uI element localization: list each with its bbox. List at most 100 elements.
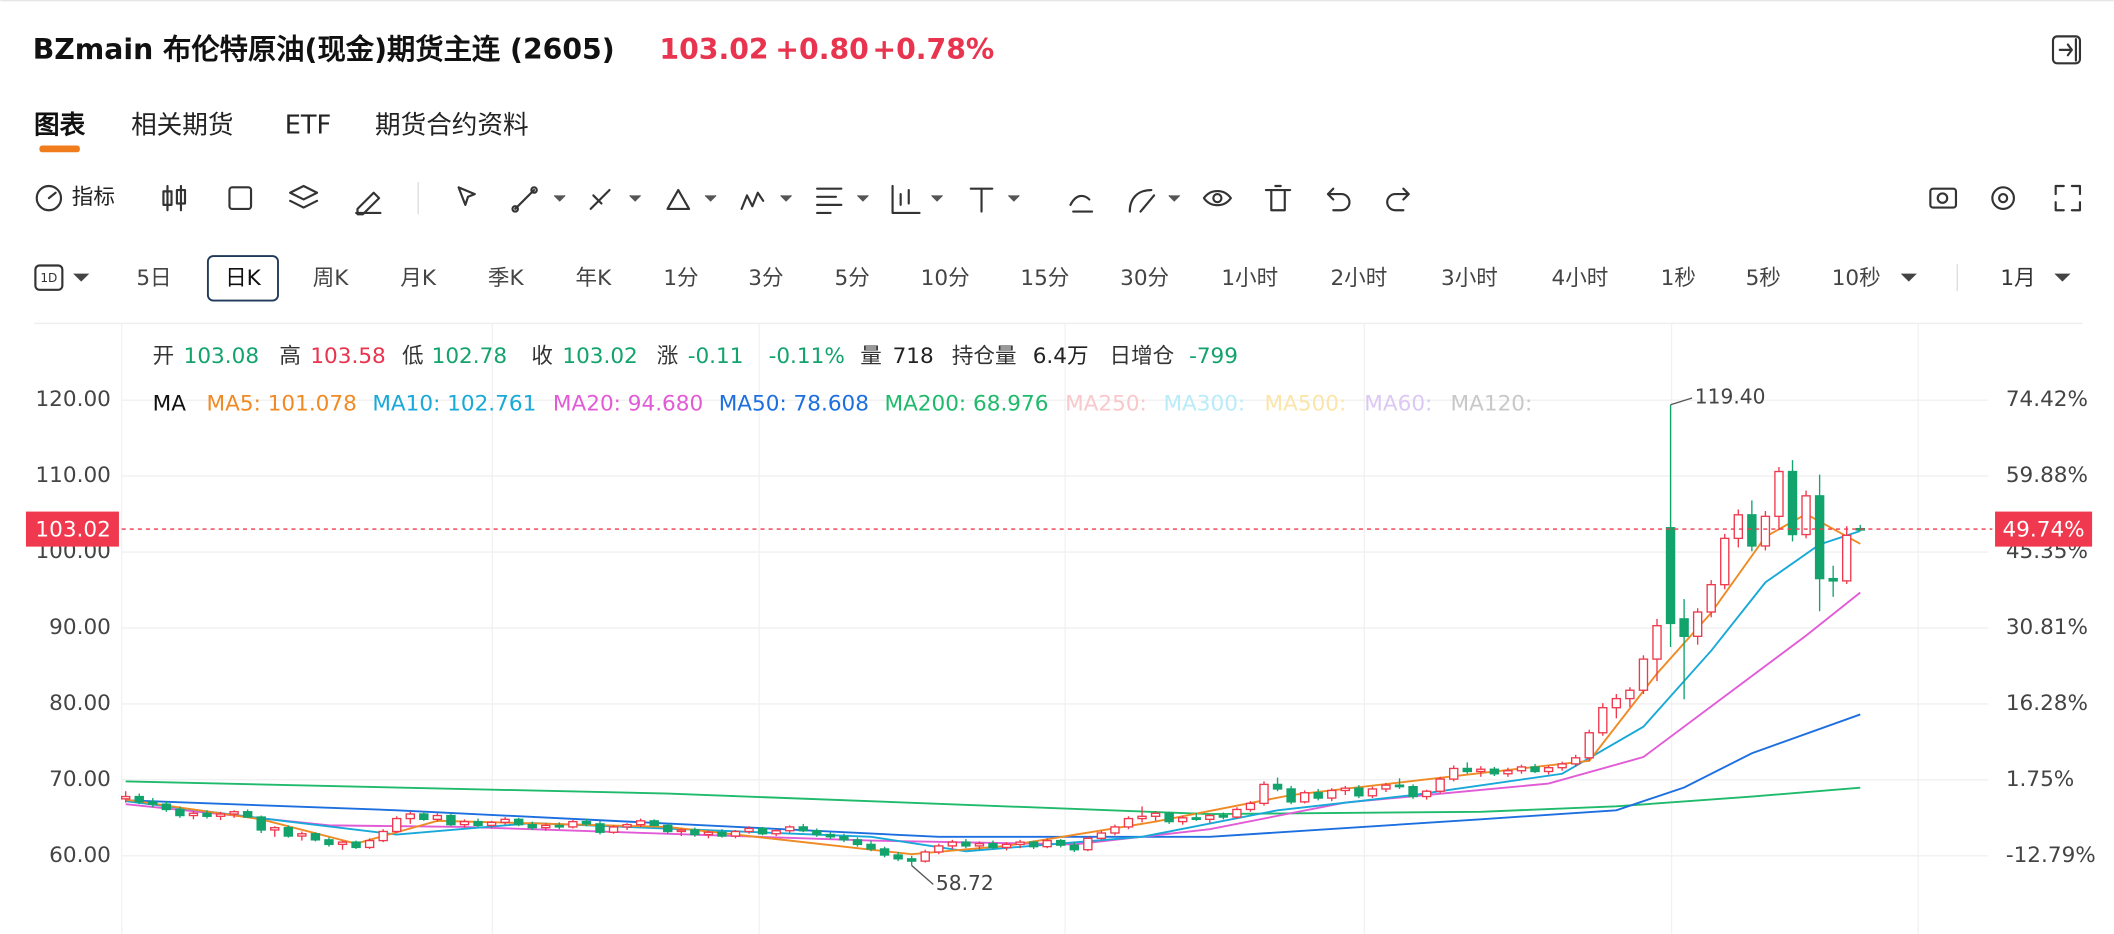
- y-tick-label: 70.00: [49, 767, 111, 792]
- period[interactable]: 1小时: [1221, 266, 1278, 291]
- candle-body: [1449, 767, 1459, 780]
- candle-body: [1706, 584, 1716, 613]
- candle-body: [1313, 792, 1323, 799]
- screenshot-icon[interactable]: [1929, 187, 1958, 209]
- period[interactable]: 10分: [921, 266, 970, 291]
- candle-body: [446, 814, 456, 826]
- tab[interactable]: 图表: [34, 111, 86, 141]
- candle-body: [1828, 577, 1838, 582]
- ma-label: MA: [153, 391, 187, 416]
- pattern-tool[interactable]: [891, 184, 921, 215]
- indicator-button[interactable]: [35, 184, 63, 212]
- candle-body: [1625, 689, 1635, 700]
- tab[interactable]: 相关期货: [131, 111, 233, 141]
- info-value: 6.4万: [1033, 344, 1089, 369]
- angle-tool[interactable]: [666, 188, 691, 210]
- cursor-icon[interactable]: [457, 186, 476, 206]
- y2-tick-label: 59.88%: [2006, 463, 2088, 488]
- settings-icon[interactable]: [1991, 186, 2015, 210]
- candle-body: [1611, 697, 1622, 709]
- period[interactable]: 3小时: [1441, 266, 1498, 291]
- ma-line: [125, 591, 1861, 846]
- candle-body: [866, 843, 876, 850]
- candle-body: [1069, 844, 1080, 851]
- tab[interactable]: ETF: [285, 111, 332, 141]
- y-tick-label: 120.00: [35, 387, 110, 412]
- layer-icon[interactable]: [289, 184, 319, 209]
- candle-body: [392, 817, 402, 833]
- candle-body: [1259, 783, 1269, 805]
- period[interactable]: 季K: [488, 266, 525, 291]
- period[interactable]: 月K: [400, 266, 437, 291]
- period[interactable]: 年K: [576, 266, 613, 291]
- ma-line: [125, 713, 1861, 838]
- candle-body: [134, 795, 144, 803]
- magnet-tool[interactable]: [1128, 188, 1156, 213]
- y2-tick-label: 1.75%: [2006, 767, 2074, 792]
- period[interactable]: 10秒: [1832, 266, 1881, 291]
- candle-body: [513, 818, 524, 826]
- candle-body: [554, 824, 565, 828]
- fib-tool[interactable]: [816, 187, 843, 215]
- candle-body: [1137, 815, 1147, 820]
- trash-icon[interactable]: [1264, 184, 1292, 212]
- fullscreen-icon[interactable]: [2054, 184, 2082, 212]
- candle-body: [473, 820, 483, 827]
- info-value: -0.11%: [769, 344, 845, 369]
- candle-body: [974, 842, 985, 847]
- candle-body: [717, 831, 727, 837]
- interval-select[interactable]: [34, 264, 90, 291]
- brush-tool[interactable]: [1069, 194, 1094, 213]
- candle-body: [283, 827, 294, 837]
- indicator-label[interactable]: 指标: [72, 185, 115, 210]
- candle-body: [1720, 537, 1730, 586]
- period[interactable]: 5日: [136, 266, 171, 291]
- text-tool[interactable]: [969, 187, 994, 213]
- period[interactable]: 2小时: [1330, 266, 1387, 291]
- candle-body: [839, 836, 849, 841]
- candle-body: [920, 851, 930, 862]
- candle-body: [1110, 826, 1120, 834]
- shape-icon[interactable]: [228, 186, 253, 210]
- candle-body: [1747, 514, 1757, 547]
- wave-tool[interactable]: [740, 191, 765, 210]
- candle-body: [1001, 843, 1012, 849]
- period[interactable]: 1分: [663, 266, 698, 291]
- collapse-button[interactable]: [2051, 35, 2082, 65]
- redo-icon[interactable]: [1386, 187, 1410, 212]
- y-tick-label: 60.00: [49, 843, 111, 868]
- period[interactable]: 5分: [835, 266, 870, 291]
- candle-body: [1516, 766, 1527, 772]
- candle-body: [771, 830, 781, 835]
- period[interactable]: 4小时: [1552, 266, 1609, 291]
- candle-body: [541, 824, 551, 829]
- period[interactable]: 日K: [225, 266, 262, 291]
- eye-icon[interactable]: [1202, 189, 1232, 207]
- undo-icon[interactable]: [1326, 187, 1351, 212]
- candle-body: [1774, 470, 1784, 518]
- draw-icon[interactable]: [355, 191, 382, 216]
- candle-body: [1435, 778, 1445, 792]
- candle-body: [1801, 495, 1811, 536]
- tab-indicator: [39, 145, 80, 153]
- period[interactable]: 5秒: [1746, 266, 1781, 291]
- y-tick-label: 90.00: [49, 615, 111, 640]
- candle-body: [635, 820, 646, 826]
- y2-tick-label: 74.42%: [2006, 387, 2088, 412]
- period[interactable]: 1秒: [1661, 266, 1696, 291]
- candle-body: [1733, 514, 1744, 540]
- range-select[interactable]: 1月: [2000, 266, 2035, 291]
- legend-entry-inactive: MA60:: [1364, 391, 1432, 416]
- period[interactable]: 30分: [1120, 266, 1169, 291]
- candle-body: [324, 839, 334, 846]
- candle-body: [608, 826, 619, 833]
- candle-body: [1015, 841, 1025, 846]
- channel-tool[interactable]: [589, 188, 611, 210]
- line-tool[interactable]: [514, 188, 536, 210]
- period[interactable]: 15分: [1020, 266, 1069, 291]
- tab[interactable]: 期货合约资料: [375, 111, 529, 141]
- period[interactable]: 3分: [748, 266, 783, 291]
- period[interactable]: 周K: [313, 266, 350, 291]
- candle-body: [500, 818, 510, 824]
